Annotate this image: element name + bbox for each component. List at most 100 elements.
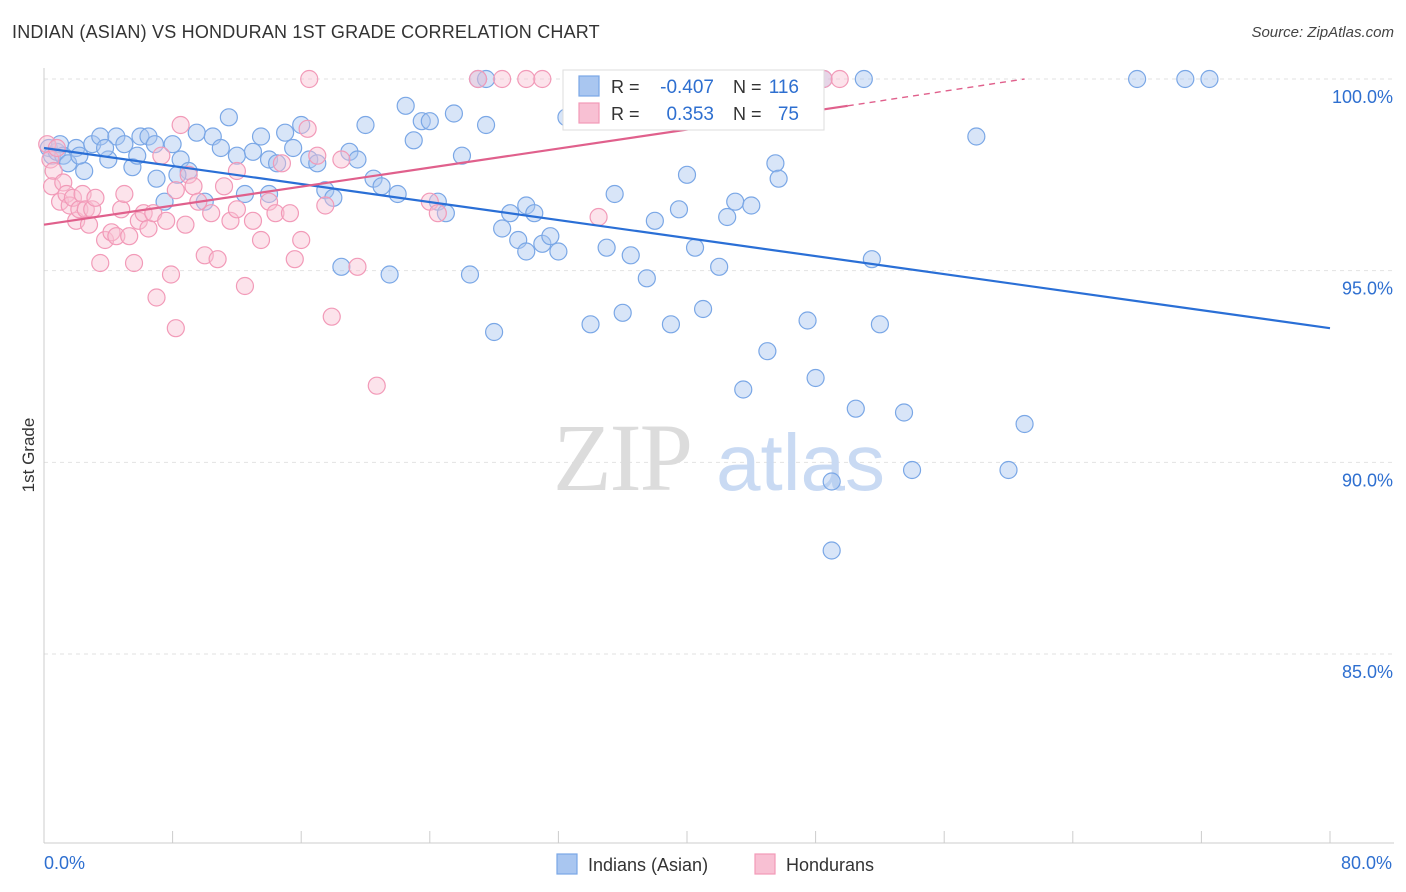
point-indians [219, 108, 238, 127]
series-legend-swatch-hondurans [754, 853, 776, 875]
point-indians [115, 135, 134, 154]
point-indians [95, 138, 115, 158]
point-indians [380, 265, 399, 284]
point-indians [822, 472, 841, 491]
point-hondurans [227, 200, 246, 219]
point-indians [284, 138, 303, 158]
series-legend-label-hondurans: Hondurans [786, 855, 874, 875]
point-indians [251, 127, 271, 146]
point-indians [894, 403, 914, 422]
point-indians [187, 123, 206, 142]
point-hondurans [166, 181, 185, 200]
watermark: ZIP atlas [553, 404, 885, 511]
point-hondurans [493, 69, 512, 89]
legend-r-label-indians: R = [611, 77, 640, 97]
point-hondurans [152, 146, 171, 165]
legend-n-value-indians: 116 [769, 77, 799, 98]
point-hondurans [533, 69, 552, 89]
point-indians [766, 154, 785, 173]
legend-r-value-indians: -0.407 [660, 77, 714, 98]
point-indians [645, 211, 664, 230]
point-indians [1200, 69, 1219, 89]
point-hondurans [79, 215, 99, 234]
stats-legend: R = -0.407 N = 116 R = 0.353 N = 75 [562, 69, 825, 131]
point-indians [404, 131, 423, 150]
svg-text:ZIP: ZIP [553, 404, 691, 511]
point-hondurans [179, 165, 198, 184]
point-hondurans [251, 230, 271, 250]
point-indians [517, 242, 536, 261]
point-indians [541, 227, 560, 246]
point-indians [902, 460, 922, 480]
point-hondurans [428, 204, 447, 223]
chart-source: Source: ZipAtlas.com [1251, 24, 1394, 41]
point-indians [211, 138, 230, 158]
point-indians [356, 115, 375, 135]
point-hondurans [208, 250, 227, 269]
axes [43, 68, 1394, 844]
point-hondurans [166, 319, 185, 338]
point-indians [726, 192, 745, 211]
gridlines [44, 78, 1394, 655]
point-hondurans [120, 227, 139, 246]
point-indians [332, 257, 351, 276]
point-hondurans [589, 207, 608, 227]
point-hondurans [171, 115, 190, 135]
point-indians [348, 150, 367, 169]
point-indians [396, 96, 415, 115]
point-indians [1015, 414, 1034, 434]
point-hondurans [298, 119, 317, 138]
point-hondurans [42, 177, 62, 196]
legend-swatch-indians [578, 75, 600, 97]
point-indians [734, 380, 753, 399]
point-hondurans [259, 192, 279, 211]
point-hondurans [280, 204, 300, 223]
point-hondurans [300, 69, 319, 89]
point-indians [308, 154, 327, 173]
point-indians [661, 315, 681, 334]
point-indians [999, 460, 1018, 480]
point-indians [460, 265, 480, 284]
point-indians [267, 154, 287, 173]
point-hondurans [63, 188, 83, 207]
point-indians [742, 196, 761, 215]
stats-legend-frame [562, 69, 825, 131]
point-indians [145, 135, 165, 154]
point-indians [276, 123, 295, 142]
point-indians [822, 541, 841, 560]
point-indians [476, 115, 496, 135]
point-indians [91, 127, 110, 146]
point-hondurans [115, 184, 134, 204]
x-tick-label-max: 80.0% [1341, 853, 1392, 873]
point-hondurans [322, 307, 341, 326]
point-indians [163, 135, 182, 154]
point-indians [637, 269, 656, 288]
point-indians [669, 200, 689, 219]
point-indians [420, 112, 439, 131]
point-indians [769, 169, 788, 188]
point-indians [99, 150, 118, 169]
y-axis-label: 1st Grade [19, 418, 38, 493]
point-indians [613, 303, 632, 322]
legend-n-label-indians: N = [733, 77, 762, 97]
point-indians [710, 257, 729, 276]
y-tick-labels: 85.0% 90.0% 95.0% 100.0% [1332, 87, 1393, 682]
legend-r-label-hondurans: R = [611, 104, 640, 124]
point-indians [444, 104, 464, 123]
point-hondurans [221, 211, 240, 230]
point-hondurans [243, 211, 263, 230]
point-hondurans [91, 253, 110, 273]
legend-n-value-hondurans: 75 [778, 104, 799, 125]
point-hondurans [468, 69, 488, 89]
legend-swatch-hondurans [578, 102, 600, 124]
point-hondurans [517, 69, 536, 89]
point-hondurans [176, 215, 195, 234]
y-tick-label: 90.0% [1342, 470, 1393, 490]
svg-text:atlas: atlas [716, 418, 885, 507]
point-hondurans [348, 257, 367, 276]
point-indians [967, 127, 986, 146]
point-indians [677, 165, 697, 184]
point-indians [485, 322, 504, 342]
point-hondurans [184, 177, 203, 196]
